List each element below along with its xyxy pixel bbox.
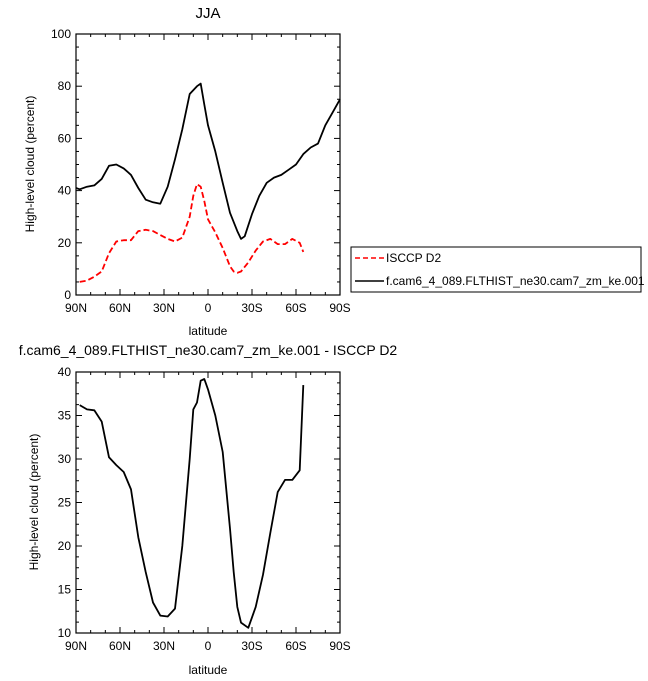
- y-tick-label: 15: [58, 583, 72, 597]
- plot-area: [75, 371, 341, 634]
- chart-title: f.cam6_4_089.FLTHIST_ne30.cam7_zm_ke.001…: [19, 342, 398, 358]
- y-tick-label: 60: [58, 131, 72, 145]
- x-tick-label: 90S: [329, 639, 350, 653]
- legend-label-isccp: ISCCP D2: [386, 251, 441, 265]
- x-tick-label: 0: [205, 639, 212, 653]
- x-tick-label: 60S: [285, 301, 306, 315]
- series-line-0: [79, 378, 305, 629]
- x-tick-label: 0: [205, 301, 212, 315]
- x-tick-label: 60N: [109, 639, 131, 653]
- x-tick-label: 90N: [65, 301, 87, 315]
- y-axis-ticks: 10 15 20 25 30 35 40: [58, 365, 340, 640]
- series-group: [75, 82, 341, 283]
- y-tick-label: 40: [58, 365, 72, 379]
- chart-title: JJA: [195, 5, 220, 22]
- x-axis-ticks: 90N 60N 30N 0 30S 60S 90S: [65, 372, 351, 653]
- x-tick-label: 30N: [153, 301, 175, 315]
- x-axis-label: latitude: [189, 324, 228, 338]
- x-axis-ticks: 90N 60N 30N 0 30S 60S 90S: [65, 34, 351, 315]
- legend: ISCCP D2 f.cam6_4_089.FLTHIST_ne30.cam7_…: [350, 246, 645, 293]
- x-tick-label: 30S: [241, 639, 262, 653]
- x-tick-label: 90N: [65, 639, 87, 653]
- x-tick-label: 60S: [285, 639, 306, 653]
- y-tick-label: 25: [58, 496, 72, 510]
- series-group: [79, 378, 305, 629]
- y-axis-ticks: 0 20 40 60 80 100: [51, 27, 340, 302]
- y-tick-label: 30: [58, 452, 72, 466]
- y-tick-label: 10: [58, 626, 72, 640]
- series-line-0: [79, 183, 305, 283]
- zonal-mean-chart: JJA 90N 60N 30N 0 30S 60S 90S 0 20 40 60 80 100 lat…: [23, 5, 351, 338]
- x-tick-label: 90S: [329, 301, 350, 315]
- x-tick-label: 30N: [153, 639, 175, 653]
- y-tick-label: 100: [51, 27, 71, 41]
- x-axis-label: latitude: [189, 663, 228, 677]
- y-tick-label: 35: [58, 409, 72, 423]
- series-line-1: [75, 82, 341, 240]
- y-tick-label: 80: [58, 79, 72, 93]
- y-axis-label: High-level cloud (percent): [27, 434, 41, 571]
- difference-chart: f.cam6_4_089.FLTHIST_ne30.cam7_zm_ke.001…: [19, 342, 398, 677]
- y-tick-label: 20: [58, 236, 72, 250]
- legend-label-model: f.cam6_4_089.FLTHIST_ne30.cam7_zm_ke.001: [386, 274, 645, 288]
- x-tick-label: 60N: [109, 301, 131, 315]
- y-tick-label: 20: [58, 539, 72, 553]
- y-axis-label: High-level cloud (percent): [23, 96, 37, 233]
- y-tick-label: 0: [64, 288, 71, 302]
- legend-box: [350, 246, 642, 293]
- y-tick-label: 40: [58, 184, 72, 198]
- x-tick-label: 30S: [241, 301, 262, 315]
